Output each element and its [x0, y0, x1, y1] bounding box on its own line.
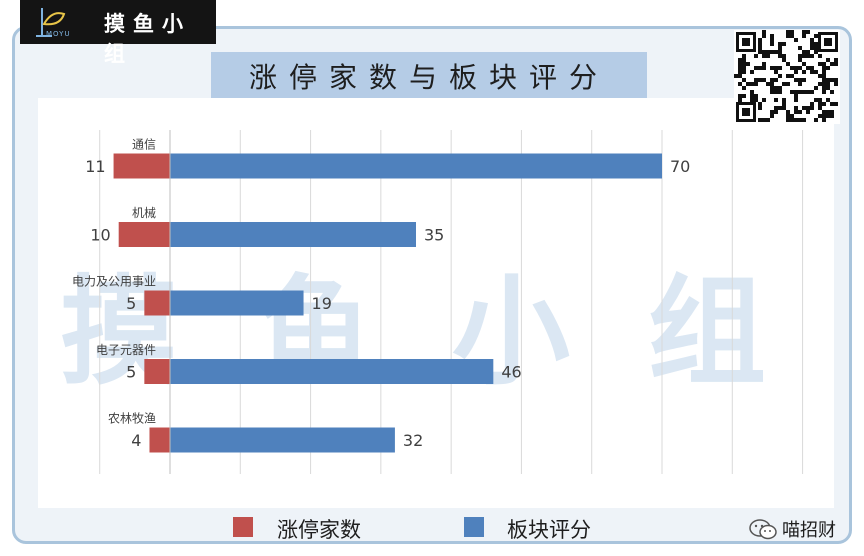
legend-swatch-sector-score — [464, 517, 484, 537]
bar-sector-score — [170, 359, 494, 384]
data-label-limit-up: 5 — [126, 294, 136, 313]
data-label-sector-score: 70 — [670, 157, 690, 176]
data-label-sector-score: 35 — [424, 226, 444, 245]
category-label: 机械 — [132, 205, 156, 220]
title-band: 涨停家数与板块评分 — [211, 52, 647, 98]
data-label-limit-up: 10 — [90, 226, 110, 245]
logo-text: 摸鱼小组 — [104, 12, 191, 66]
data-label-sector-score: 46 — [501, 363, 521, 382]
logo: MOYU 摸鱼小组 — [20, 0, 216, 66]
brand-name: 喵招财 — [782, 520, 836, 541]
bar-sector-score — [170, 427, 395, 453]
bar-limit-up — [149, 427, 170, 453]
bar-sector-score — [170, 222, 416, 247]
qr-code-icon — [734, 30, 840, 124]
category-label: 农林牧渔 — [108, 412, 156, 426]
chart-title: 涨停家数与板块评分 — [248, 61, 609, 94]
data-label-limit-up: 4 — [131, 431, 141, 450]
bar-sector-score — [170, 153, 662, 179]
data-label-limit-up: 11 — [85, 157, 105, 176]
wechat-icon — [749, 519, 777, 540]
data-label-limit-up: 5 — [126, 363, 136, 382]
category-label: 电力及公用事业 — [72, 275, 156, 289]
legend-label-sector-score: 板块评分 — [507, 518, 591, 542]
bar-limit-up — [113, 153, 170, 179]
bar-sector-score — [170, 290, 304, 316]
category-label: 通信 — [132, 138, 156, 152]
bar-limit-up — [144, 290, 170, 316]
bar-limit-up — [144, 359, 170, 384]
category-label: 电子元器件 — [96, 343, 156, 357]
fish-line-icon — [36, 8, 66, 37]
logo-subtitle: MOYU — [46, 30, 71, 38]
bar-limit-up — [118, 222, 170, 247]
legend-swatch-limit-up — [233, 517, 253, 537]
brand: 喵招财 — [748, 514, 860, 544]
data-label-sector-score: 32 — [403, 431, 423, 450]
legend-label-limit-up: 涨停家数 — [277, 518, 361, 542]
data-label-sector-score: 19 — [312, 294, 332, 313]
